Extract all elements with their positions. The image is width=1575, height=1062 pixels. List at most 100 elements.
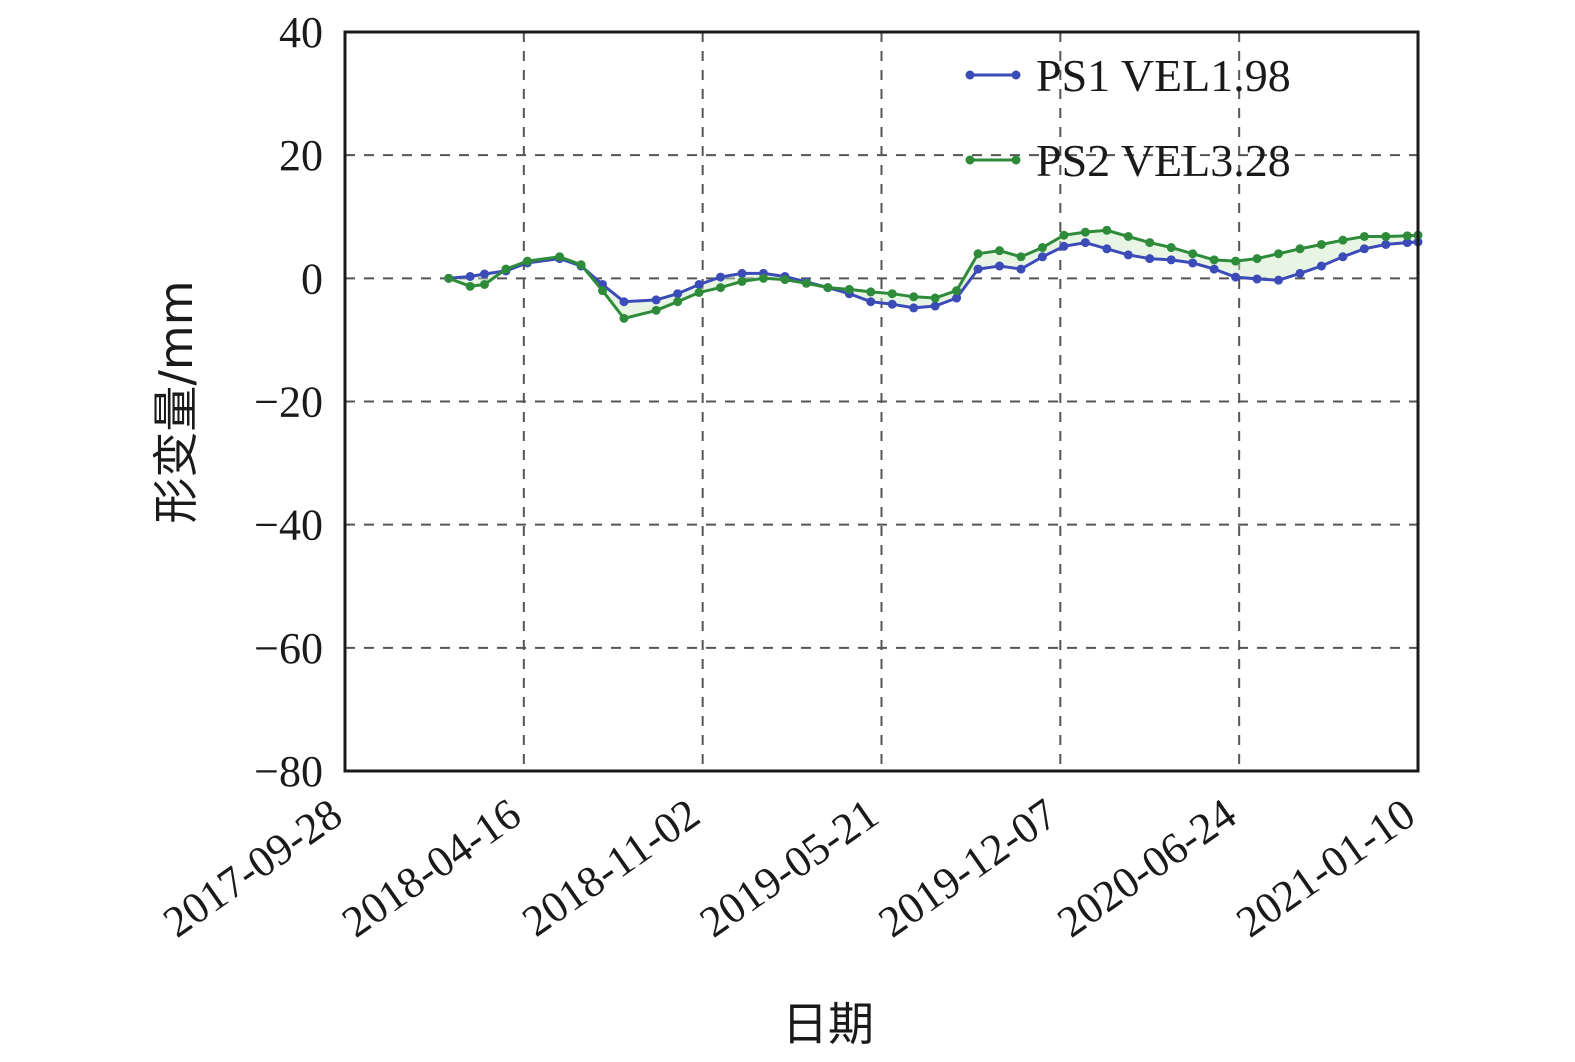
legend-marker xyxy=(965,155,975,165)
data-point xyxy=(1080,227,1090,237)
series-difference-band xyxy=(448,230,1418,319)
data-point xyxy=(866,297,876,307)
legend-marker xyxy=(1011,70,1021,80)
data-point xyxy=(866,287,876,297)
data-point xyxy=(1338,252,1348,262)
data-point xyxy=(1016,264,1026,274)
data-point xyxy=(465,271,475,281)
data-point xyxy=(1274,275,1284,285)
data-point xyxy=(737,276,747,286)
data-point xyxy=(619,297,629,307)
x-axis-title: 日期 xyxy=(782,997,874,1051)
data-point xyxy=(995,261,1005,271)
data-point xyxy=(1402,231,1412,241)
series-line xyxy=(448,228,1419,321)
data-point xyxy=(1145,254,1155,264)
data-point xyxy=(651,305,661,315)
data-point xyxy=(973,264,983,274)
data-point xyxy=(780,275,790,285)
data-point xyxy=(1381,231,1391,241)
data-point xyxy=(737,268,747,278)
y-tick-label: 0 xyxy=(301,254,323,303)
x-tick-label: 2020-06-24 xyxy=(1049,789,1245,947)
data-point xyxy=(1316,239,1326,249)
y-axis-title: 形变量/mm xyxy=(149,280,203,523)
legend-label: PS2 VEL3.28 xyxy=(1036,135,1291,186)
data-point xyxy=(1059,241,1069,251)
data-point xyxy=(1359,231,1369,241)
data-point xyxy=(673,289,683,299)
data-point xyxy=(995,246,1005,256)
data-point xyxy=(1037,243,1047,253)
data-point xyxy=(673,297,683,307)
x-tick-label: 2018-04-16 xyxy=(333,789,529,947)
data-point xyxy=(801,278,811,288)
data-point xyxy=(1188,258,1198,268)
data-point xyxy=(952,286,962,296)
data-point xyxy=(479,279,489,289)
data-point xyxy=(1359,244,1369,254)
data-point xyxy=(1252,254,1262,264)
x-tick-label: 2017-09-28 xyxy=(154,789,350,947)
data-point xyxy=(823,283,833,293)
x-tick-label: 2021-01-10 xyxy=(1227,789,1423,947)
data-point xyxy=(887,299,897,309)
x-tick-labels: 2017-09-282018-04-162018-11-022019-05-21… xyxy=(154,789,1423,947)
y-tick-label: −80 xyxy=(254,747,323,796)
data-point xyxy=(555,252,565,262)
data-point xyxy=(444,273,454,283)
data-point xyxy=(1166,255,1176,265)
series-2 xyxy=(444,225,1423,323)
data-point xyxy=(1274,249,1284,259)
data-point xyxy=(598,286,608,296)
data-point xyxy=(973,249,983,259)
data-point xyxy=(522,256,532,266)
data-point xyxy=(1123,250,1133,260)
data-point xyxy=(1231,272,1241,282)
difference-band xyxy=(448,230,1418,319)
data-point xyxy=(694,287,704,297)
data-point xyxy=(1209,255,1219,265)
data-point xyxy=(716,283,726,293)
data-point xyxy=(1123,231,1133,241)
data-point xyxy=(1059,230,1069,240)
legend: PS1 VEL1.98 PS2 VEL3.28 xyxy=(965,50,1291,186)
y-tick-labels: 40 20 0 −20 −40 −60 −80 xyxy=(254,8,323,796)
data-point xyxy=(1016,252,1026,262)
data-point xyxy=(887,289,897,299)
data-point xyxy=(1209,264,1219,274)
data-point xyxy=(1102,244,1112,254)
data-point xyxy=(1316,261,1326,271)
y-tick-label: −60 xyxy=(254,624,323,673)
series-line xyxy=(448,240,1419,310)
data-point xyxy=(694,279,704,289)
data-point xyxy=(909,303,919,313)
data-point xyxy=(619,313,629,323)
data-point xyxy=(758,273,768,283)
legend-marker xyxy=(1011,155,1021,165)
y-tick-label: −40 xyxy=(254,501,323,550)
data-point xyxy=(1252,274,1262,284)
legend-label: PS1 VEL1.98 xyxy=(1036,50,1291,101)
data-point xyxy=(1381,239,1391,249)
data-point xyxy=(1166,243,1176,253)
legend-marker xyxy=(965,70,975,80)
x-tick-label: 2019-05-21 xyxy=(691,789,887,947)
x-tick-label: 2019-12-07 xyxy=(870,789,1066,947)
data-point xyxy=(952,293,962,303)
data-point xyxy=(1037,252,1047,262)
data-point xyxy=(1231,256,1241,266)
data-point xyxy=(651,295,661,305)
data-point xyxy=(501,264,511,274)
data-point xyxy=(1402,238,1412,248)
data-point xyxy=(1080,238,1090,248)
data-point xyxy=(930,293,940,303)
data-point xyxy=(479,269,489,279)
plot-frame xyxy=(343,30,1420,773)
x-tick-label: 2018-11-02 xyxy=(513,789,708,946)
series-lines xyxy=(444,225,1423,323)
data-point xyxy=(1145,238,1155,248)
data-point xyxy=(1295,244,1305,254)
data-point xyxy=(465,281,475,291)
